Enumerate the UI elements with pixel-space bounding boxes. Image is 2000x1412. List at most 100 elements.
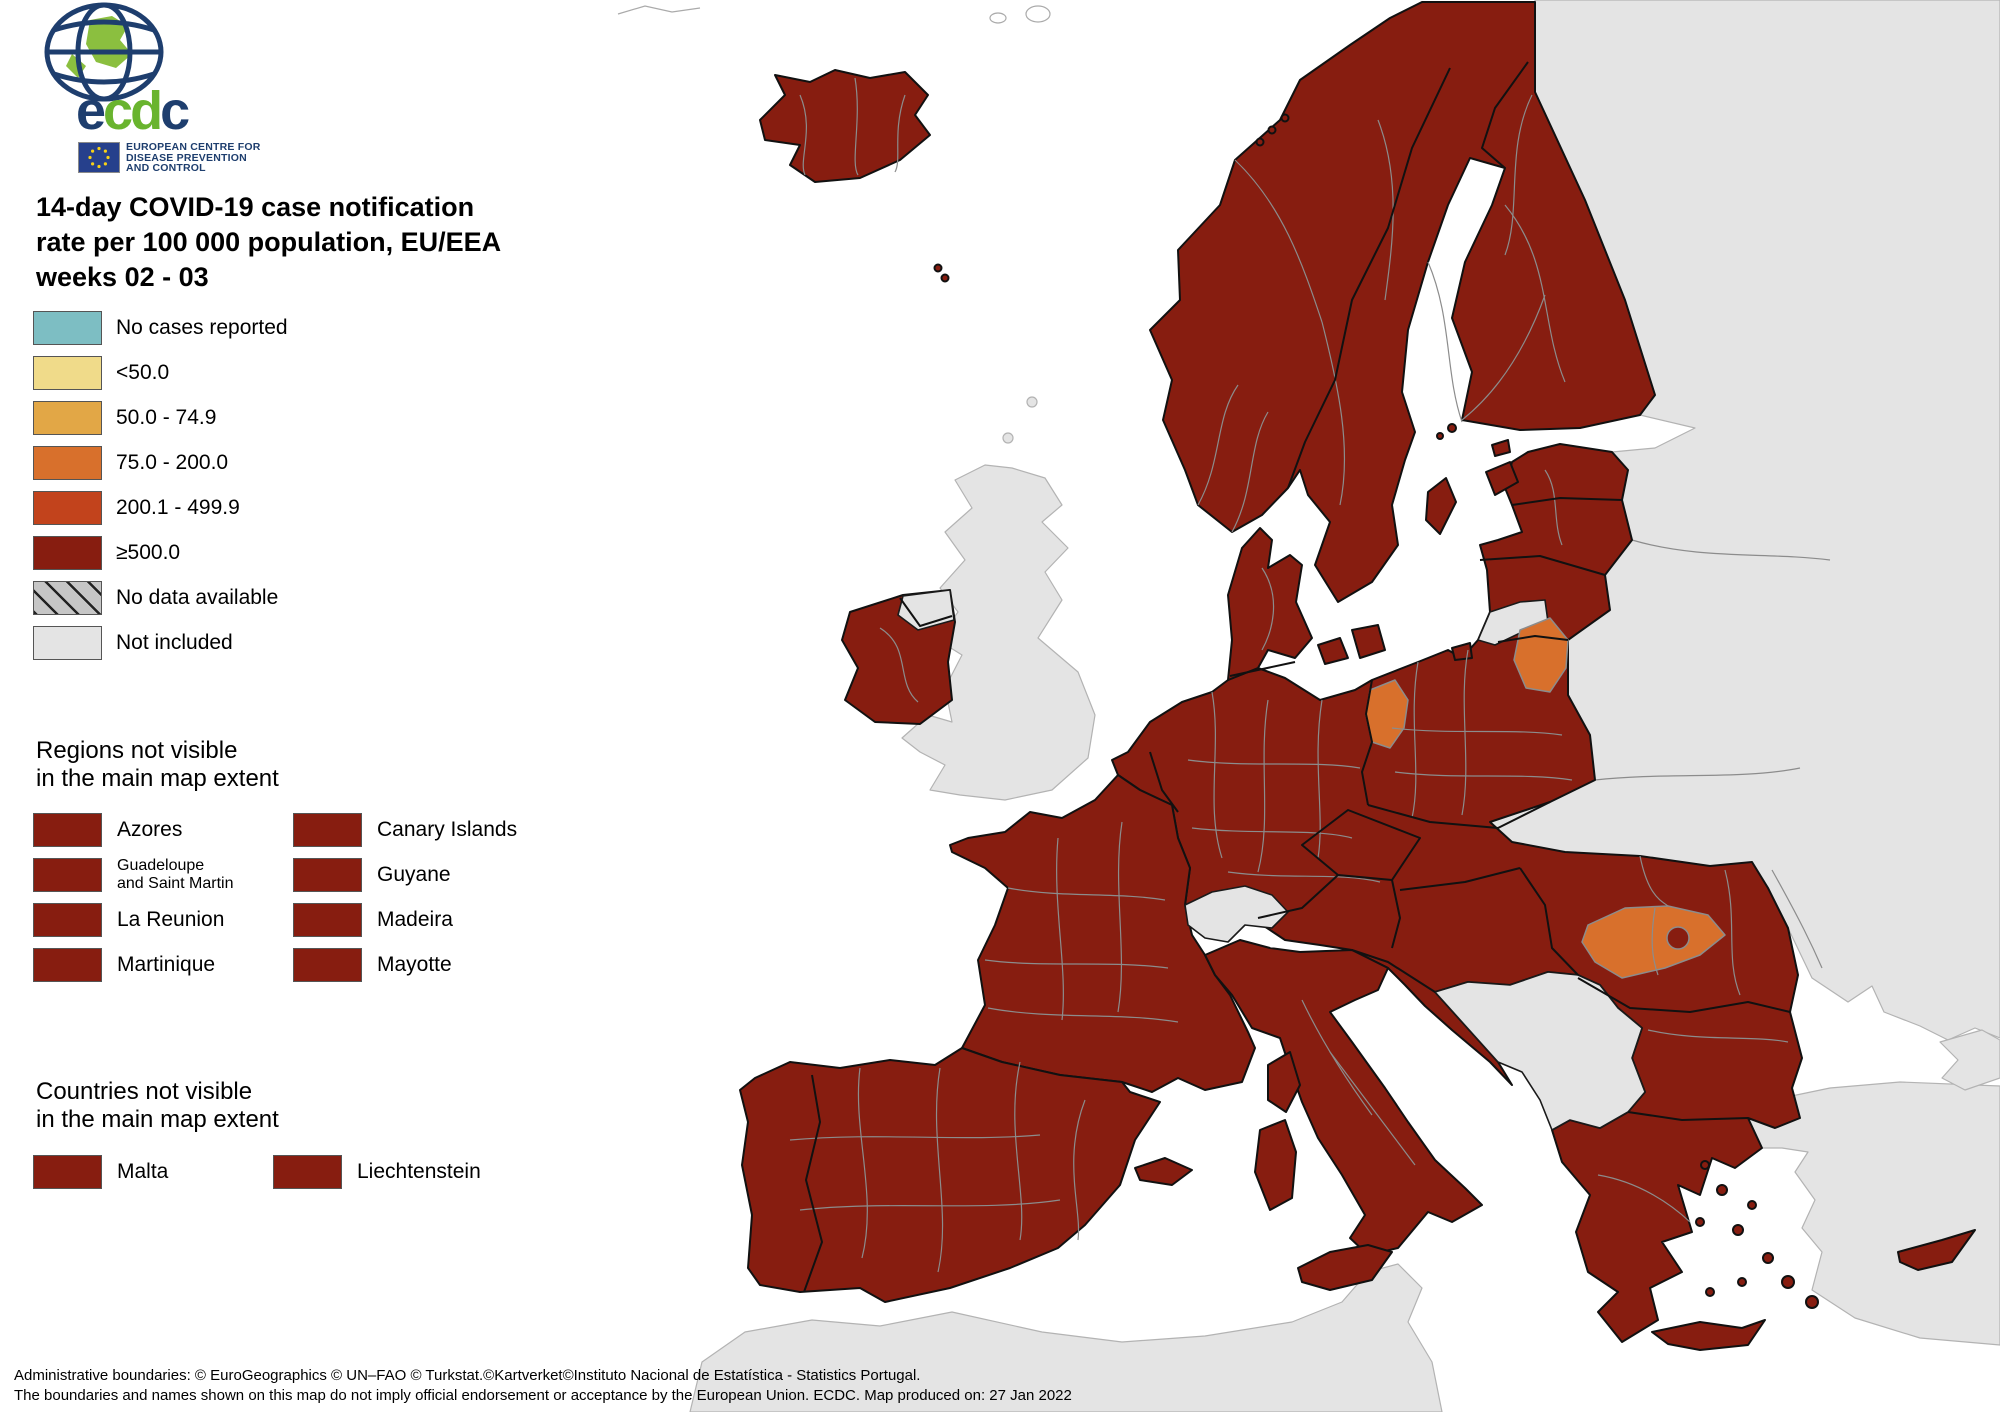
region-swatch: [293, 858, 362, 892]
nuts-region-borders: [789, 77, 1789, 1273]
wordmark-letter: c: [103, 81, 133, 141]
north-africa: [689, 1263, 1443, 1412]
legend-item-no-cases: No cases reported: [33, 311, 288, 345]
cyprus: [1897, 1229, 1976, 1271]
sicily: [1297, 1244, 1393, 1291]
region-swatch: [33, 948, 102, 982]
country-swatch: [273, 1155, 342, 1189]
legend-label: 75.0 - 200.0: [116, 451, 229, 474]
region-item-la-reunion: La Reunion: [33, 903, 224, 937]
map-title: 14-day COVID-19 case notification rate p…: [36, 192, 502, 292]
region-swatch: [33, 858, 102, 892]
legend-label: ≥500.0: [116, 541, 181, 564]
crimea: [1939, 1029, 2000, 1091]
ecdc-wordmark: ecdc: [76, 81, 190, 141]
region-swatch: [33, 903, 102, 937]
great-britain: [901, 464, 1096, 801]
legend-item-no-data: No data available: [33, 581, 278, 615]
legend-item-not-included: Not included: [33, 626, 233, 660]
region-swatch: [293, 813, 362, 847]
country-item-malta: Malta: [33, 1155, 168, 1189]
denmark: [1227, 527, 1313, 681]
legend-label: No data available: [116, 586, 279, 609]
region-item-canary-islands: Canary Islands: [293, 813, 517, 847]
region-item-mayotte: Mayotte: [293, 948, 452, 982]
eu-flag-icon: [78, 142, 120, 173]
wordmark-letter: d: [130, 81, 163, 141]
legend-swatch: [33, 401, 102, 435]
region-item-martinique: Martinique: [33, 948, 215, 982]
countries-section-heading: Countries not visible in the main map ex…: [36, 1078, 279, 1133]
region-item-azores: Azores: [33, 813, 182, 847]
region-swatch: [33, 813, 102, 847]
gray-overlays: [897, 589, 1646, 1131]
legend-item-200-499: 200.1 - 499.9: [33, 491, 240, 525]
switzerland: [1184, 885, 1289, 943]
shetland-orkney: [1002, 396, 1038, 444]
region-label: Martinique: [117, 953, 216, 976]
central-europe: [1111, 443, 1803, 1343]
country-label: Liechtenstein: [357, 1160, 481, 1183]
country-label: Malta: [117, 1160, 169, 1183]
crete: [1651, 1319, 1766, 1351]
region-label: Mayotte: [377, 953, 452, 976]
faroe-islands: [933, 263, 950, 283]
legend-label: 200.1 - 499.9: [116, 496, 240, 519]
northern-islets: [617, 5, 1051, 24]
wordmark-letter: c: [160, 81, 190, 141]
region-label: La Reunion: [117, 908, 225, 931]
legend-swatch: [33, 536, 102, 570]
iceland: [759, 69, 931, 183]
region-swatch: [293, 948, 362, 982]
legend-item-75-200: 75.0 - 200.0: [33, 446, 228, 480]
eu-eea-land: [739, 1, 1976, 1351]
sardinia: [1254, 1119, 1297, 1211]
region-label: Azores: [117, 818, 183, 841]
legend-swatch-hatched: [33, 581, 102, 615]
aegean-islands: [1695, 1160, 1819, 1309]
region-item-guadeloupe-saint-martin: Guadeloupe and Saint Martin: [33, 857, 234, 892]
region-label: Madeira: [377, 908, 453, 931]
legend-item-lt50: <50.0: [33, 356, 169, 390]
legend-swatch: [33, 311, 102, 345]
legend-label: 50.0 - 74.9: [116, 406, 217, 429]
region-label: Canary Islands: [377, 818, 518, 841]
corsica: [1267, 1051, 1301, 1113]
ecdc-org-name: EUROPEAN CENTRE FOR DISEASE PREVENTION A…: [126, 141, 261, 174]
region-item-madeira: Madeira: [293, 903, 453, 937]
footer-line: Administrative boundaries: © EuroGeograp…: [14, 1367, 921, 1384]
ecdc-globe-icon: [44, 2, 164, 102]
footer-line: The boundaries and names shown on this m…: [14, 1387, 1072, 1404]
legend-item-50-74: 50.0 - 74.9: [33, 401, 216, 435]
western-balkans: [1434, 971, 1646, 1131]
legend-label: Not included: [116, 631, 233, 654]
country-borders: [803, 61, 1791, 1293]
kaliningrad: [1477, 599, 1549, 646]
norwegian-coast-islands: [1255, 113, 1290, 147]
scandinavia: [1149, 1, 1656, 603]
country-swatch: [33, 1155, 102, 1189]
country-item-liechtenstein: Liechtenstein: [273, 1155, 481, 1189]
not-included-land: [617, 0, 2000, 1412]
legend-swatch: [33, 446, 102, 480]
region-item-guyane: Guyane: [293, 858, 451, 892]
region-label: Guyane: [377, 863, 451, 886]
legend-item-ge500: ≥500.0: [33, 536, 180, 570]
regions-section-heading: Regions not visible in the main map exte…: [36, 737, 279, 792]
footer-attribution: Administrative boundaries: © EuroGeograp…: [14, 1366, 1072, 1406]
legend-swatch: [33, 491, 102, 525]
iberia: [739, 1047, 1161, 1303]
central-romania-enclave: [1666, 926, 1690, 950]
legend-label: <50.0: [116, 361, 170, 384]
aland-islands: [1436, 423, 1457, 440]
wordmark-letter: e: [76, 81, 106, 141]
central-romania: [1581, 905, 1726, 979]
legend-swatch: [33, 356, 102, 390]
gotland: [1425, 477, 1457, 535]
non-eu-country-borders: [1594, 539, 1831, 969]
region-label: Guadeloupe and Saint Martin: [117, 857, 234, 892]
turkey: [1744, 1081, 2000, 1346]
legend-label: No cases reported: [116, 316, 288, 339]
